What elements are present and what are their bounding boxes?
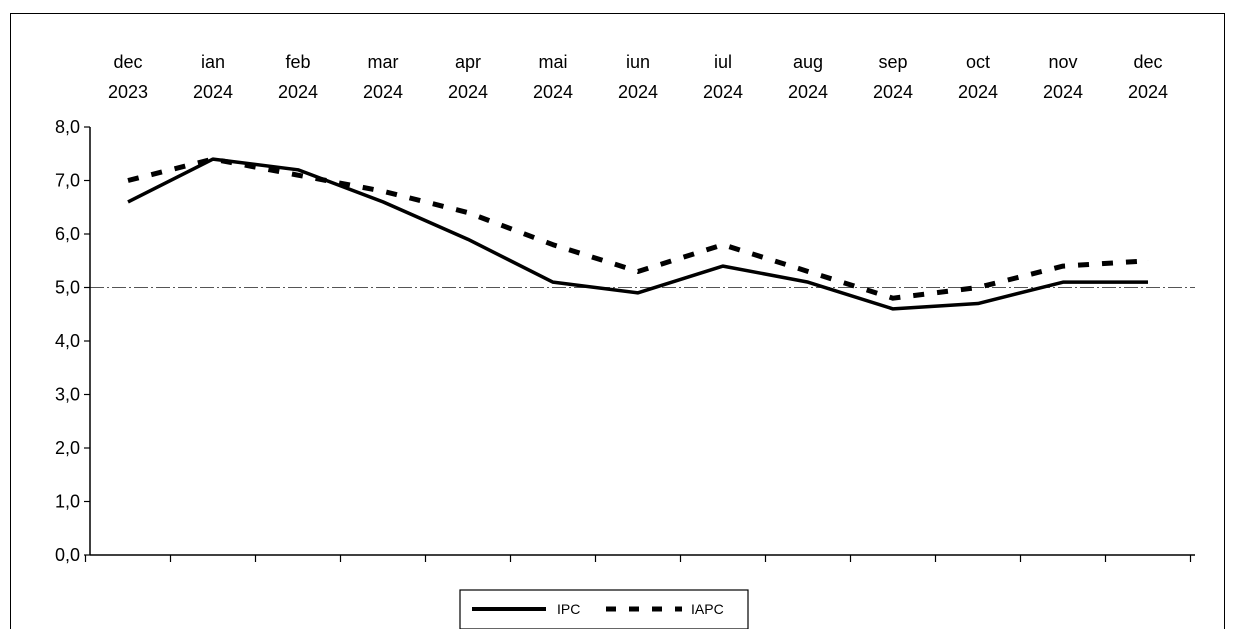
- chart-frame: [10, 13, 1225, 629]
- x-tick-label-year: 2024: [703, 82, 743, 102]
- y-tick-label: 4,0: [55, 331, 80, 351]
- series-line-iapc: [127, 156, 1149, 301]
- x-tick-label-month: dec: [113, 52, 142, 72]
- x-tick-label-year: 2024: [788, 82, 828, 102]
- legend-label-ipc: IPC: [557, 601, 580, 617]
- x-tick-label-month: dec: [1133, 52, 1162, 72]
- x-tick-label-year: 2024: [363, 82, 403, 102]
- x-tick-label-month: iun: [626, 52, 650, 72]
- x-tick-label-month: mai: [538, 52, 567, 72]
- x-tick-label-year: 2024: [278, 82, 318, 102]
- x-tick-label-year: 2024: [533, 82, 573, 102]
- y-tick-label: 8,0: [55, 117, 80, 137]
- legend-label-iapc: IAPC: [691, 601, 724, 617]
- legend: IPC IAPC: [459, 589, 749, 629]
- x-tick-label-year: 2024: [1043, 82, 1083, 102]
- x-tick-label-month: oct: [966, 52, 990, 72]
- y-axis-labels: 0,0 1,0 2,0 3,0 4,0 5,0 6,0 7,0 8,0: [55, 117, 80, 565]
- x-tick-label-year: 2024: [958, 82, 998, 102]
- x-tick-label-year: 2024: [873, 82, 913, 102]
- x-tick-label-year: 2024: [193, 82, 233, 102]
- y-tick-label: 3,0: [55, 385, 80, 405]
- x-tick-label-year: 2024: [618, 82, 658, 102]
- x-tick-label-month: mar: [368, 52, 399, 72]
- y-tick-label: 2,0: [55, 438, 80, 458]
- x-tick-label-month: feb: [285, 52, 310, 72]
- x-tick-label-month: sep: [878, 52, 907, 72]
- series-lines: [127, 156, 1149, 311]
- y-tick-label: 5,0: [55, 278, 80, 298]
- x-tick-label-year: 2024: [1128, 82, 1168, 102]
- x-tick-label-year: 2023: [108, 82, 148, 102]
- x-tick-label-month: iul: [714, 52, 732, 72]
- y-tick-label: 1,0: [55, 492, 80, 512]
- y-tick-label: 7,0: [55, 171, 80, 191]
- x-tick-label-month: aug: [793, 52, 823, 72]
- x-tick-label-month: nov: [1048, 52, 1077, 72]
- x-tick-label-month: ian: [201, 52, 225, 72]
- series-line-ipc: [127, 157, 1148, 311]
- x-tick-label-year: 2024: [448, 82, 488, 102]
- y-tick-label: 0,0: [55, 545, 80, 565]
- y-tick-label: 6,0: [55, 224, 80, 244]
- x-tick-label-month: apr: [455, 52, 481, 72]
- axes: [84, 126, 1195, 562]
- x-axis-labels: dec 2023 ian 2024 feb 2024 mar 2024 apr 2024 mai 20…: [108, 52, 1168, 102]
